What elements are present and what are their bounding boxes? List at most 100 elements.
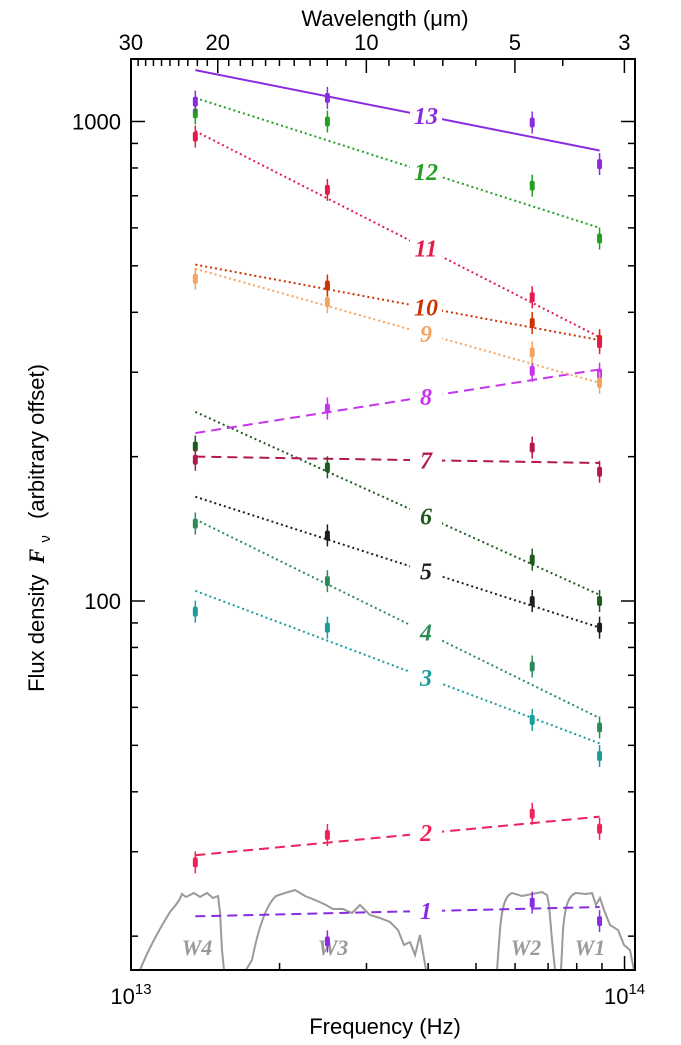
data-point-8-1 [324,403,330,414]
fit-line-10 [195,263,600,342]
x-axis-title: Frequency (Hz) [309,1014,461,1039]
data-point-13-2 [529,117,535,128]
x2-axis-title: Wavelength (μm) [301,6,468,31]
series-label-2: 2 [419,821,432,847]
top-tick-label-10: 10 [354,30,378,55]
y-axis-title: Flux density F ν (arbitrary offset) [24,364,55,692]
series-label-9: 9 [420,322,432,348]
fit-line-7 [195,455,600,464]
series-label-bg-13 [410,102,442,127]
data-point-7-2 [529,442,535,453]
y-axis-title-symbol: F [24,548,49,564]
fit-line-2 [195,815,600,857]
series-label-8: 8 [420,385,432,411]
series-label-11: 11 [415,237,438,263]
data-points [192,86,603,953]
fit-line-6 [194,410,600,596]
series-label-bg-2 [410,820,442,845]
filter-curve-W2 [496,890,556,971]
top-tick-label-20: 20 [206,30,230,55]
fit-line-5 [195,495,600,629]
series-label-13: 13 [414,104,438,130]
fit-line-13 [195,69,600,152]
top-tick-label-5: 5 [509,30,521,55]
x-tick-label-1: 1014 [604,981,645,1009]
data-point-10-1 [324,280,330,291]
data-point-9-0 [192,273,198,284]
data-point-11-2 [529,292,535,303]
plot-frame [130,58,636,971]
fit-line-8 [195,368,600,435]
x-tick-label-0: 1013 [110,981,151,1009]
data-point-6-1 [324,462,330,473]
data-point-3-1 [324,622,330,633]
series-label-3: 3 [419,666,432,692]
fit-line-11 [194,130,601,339]
filter-curves: W4 W3 W2 W1 [139,888,635,971]
data-point-9-2 [529,347,535,358]
data-point-3-2 [529,714,535,725]
top-tick-label-3: 3 [618,30,630,55]
y-tick-label-1000: 1000 [72,109,121,134]
series-label-bg-3 [410,664,442,689]
data-point-13-0 [192,96,198,107]
series-label-bg-12 [410,159,442,184]
series-label-bg-6 [410,503,442,528]
series-label-bg-9 [410,320,442,345]
data-point-12-2 [529,180,535,191]
data-point-4-3 [597,722,603,733]
band-label-W3: W3 [318,935,349,960]
data-point-3-0 [192,606,198,617]
fit-line-12 [195,96,600,229]
fit-line-3 [194,589,600,745]
data-point-1-3 [597,916,603,927]
svg-text:Flux density F ν: Flux density F ν (arbitrary offset) [24,364,55,692]
series-label-5: 5 [420,559,432,585]
data-point-6-2 [529,554,535,565]
filter-curve-W1 [560,891,635,971]
data-point-2-1 [324,830,330,841]
series-label-bg-1 [410,898,442,923]
data-point-13-3 [597,159,603,170]
series-label-1: 1 [420,899,432,925]
fit-line-1 [195,906,600,918]
data-point-3-3 [597,751,603,762]
filter-curve-W3 [245,888,427,971]
data-point-11-1 [324,184,330,195]
fit-line-4 [194,518,601,719]
y-axis-title-prefix: Flux density [24,575,49,692]
y-axis-title-suffix: (arbitrary offset) [24,364,49,519]
series-label-4: 4 [419,621,432,647]
data-point-4-2 [529,661,535,672]
data-point-5-3 [597,622,603,633]
data-point-7-0 [192,454,198,465]
series-label-bg-7 [410,447,442,472]
data-point-12-3 [597,233,603,244]
series-label-bg-4 [410,619,442,644]
data-point-5-2 [529,595,535,606]
series-label-bg-10 [410,294,442,319]
data-point-10-2 [529,317,535,328]
y-axis-title-subscript: ν [37,535,54,543]
data-point-2-2 [529,808,535,819]
data-point-2-0 [192,857,198,868]
data-point-6-3 [597,595,603,606]
data-point-11-0 [192,131,198,142]
series-label-6: 6 [420,504,432,530]
data-point-9-3 [597,377,603,388]
series-label-bg-11 [410,235,442,260]
band-label-W4: W4 [182,935,213,960]
series-label-10: 10 [414,296,438,322]
fit-line-9 [195,267,600,384]
data-point-11-3 [597,338,603,349]
data-point-7-3 [597,466,603,477]
data-point-9-1 [324,297,330,308]
data-point-12-1 [324,116,330,127]
top-tick-label-30: 30 [119,30,143,55]
data-point-2-3 [597,823,603,834]
series-label-12: 12 [414,160,438,186]
band-label-W1: W1 [575,935,606,960]
series-label-7: 7 [420,448,433,474]
